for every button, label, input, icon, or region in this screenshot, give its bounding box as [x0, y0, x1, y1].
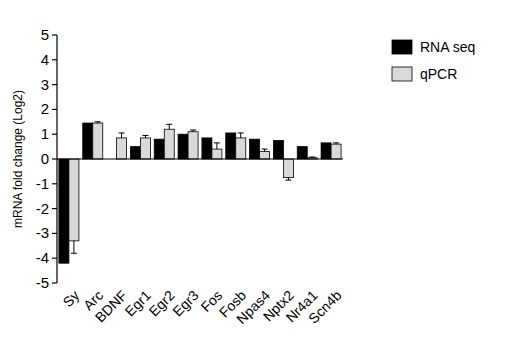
y-tick [52, 158, 57, 159]
plot-area [59, 122, 341, 263]
error-bar [71, 241, 77, 253]
error-line [121, 133, 122, 138]
y-tick-label: 5 [41, 26, 49, 43]
error-bar [238, 133, 244, 138]
bar [93, 123, 103, 159]
legend-swatch [392, 40, 412, 54]
bar [236, 138, 246, 159]
y-tick-label: -2 [36, 200, 49, 217]
bar [226, 133, 236, 159]
legend-swatch [392, 67, 412, 81]
bar [260, 152, 270, 159]
bar [250, 139, 260, 159]
error-cap [238, 132, 244, 133]
y-tick [52, 84, 57, 85]
y-tick [52, 134, 57, 135]
y-tick-label: 1 [41, 125, 49, 142]
error-bar [214, 143, 220, 149]
bar [130, 147, 140, 159]
bar [321, 143, 331, 159]
error-line [216, 143, 217, 149]
y-tick [52, 258, 57, 259]
error-bar [119, 133, 125, 138]
legend-label: RNA seq [420, 39, 475, 55]
error-cap [214, 142, 220, 143]
error-cap [285, 180, 291, 181]
x-tick-label: Sy [60, 287, 83, 310]
y-tick [52, 34, 57, 35]
error-line [240, 133, 241, 138]
error-cap [166, 124, 172, 125]
y-tick [52, 183, 57, 184]
error-cap [333, 142, 339, 143]
bar [59, 159, 69, 263]
y-tick [52, 208, 57, 209]
y-tick-label: -3 [36, 224, 49, 241]
bar [297, 147, 307, 159]
bar [212, 149, 222, 159]
error-bar [142, 135, 148, 137]
error-cap [119, 132, 125, 133]
legend-label: qPCR [420, 66, 457, 82]
bar [154, 139, 164, 159]
error-bar [333, 143, 339, 144]
error-line [169, 124, 170, 129]
bar [117, 138, 127, 159]
error-cap [71, 253, 77, 254]
error-bar [95, 122, 101, 123]
error-cap [95, 121, 101, 122]
bar [283, 159, 293, 178]
error-bar [190, 130, 196, 132]
y-tick-label: -1 [36, 175, 49, 192]
y-tick [52, 109, 57, 110]
y-tick-label: 4 [41, 51, 49, 68]
y-tick-label: -4 [36, 249, 49, 266]
bar [178, 134, 188, 159]
y-axis-label: mRNA fold change (Log2) [11, 90, 25, 228]
y-tick-label: 3 [41, 76, 49, 93]
bar [83, 123, 93, 159]
error-cap [190, 129, 196, 130]
error-bar [285, 178, 291, 180]
bar [202, 138, 212, 159]
y-tick [52, 233, 57, 234]
error-cap [262, 149, 268, 150]
x-axis [57, 158, 343, 159]
bar [164, 129, 174, 159]
bar [331, 144, 341, 159]
error-bar [166, 124, 172, 129]
y-tick [52, 282, 57, 283]
y-tick [52, 59, 57, 60]
legend: RNA seq qPCR [392, 39, 475, 82]
bar [140, 138, 150, 159]
y-tick-label: 2 [41, 100, 49, 117]
y-tick-label: 0 [41, 150, 49, 167]
bar [188, 132, 198, 159]
bar [273, 140, 283, 159]
error-bar [262, 149, 268, 151]
error-cap [142, 135, 148, 136]
x-tick-label: Scn4b [305, 287, 345, 327]
y-tick-label: -5 [36, 274, 49, 291]
error-cap [309, 157, 315, 158]
bar [69, 159, 79, 241]
error-bar [309, 157, 315, 159]
chart: -5 -4 -3 -2 -1 0 1 2 3 4 5 mRNA fold change (Log2) S… [0, 0, 509, 348]
error-line [73, 241, 74, 253]
